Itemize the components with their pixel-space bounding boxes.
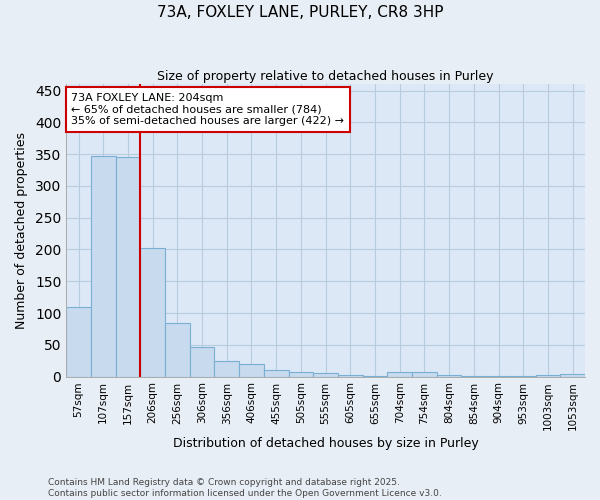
Bar xyxy=(116,156,140,376)
Bar xyxy=(165,322,190,376)
Y-axis label: Number of detached properties: Number of detached properties xyxy=(15,132,28,329)
X-axis label: Distribution of detached houses by size in Purley: Distribution of detached houses by size … xyxy=(173,437,478,450)
Text: 73A FOXLEY LANE: 204sqm
← 65% of detached houses are smaller (784)
35% of semi-d: 73A FOXLEY LANE: 204sqm ← 65% of detache… xyxy=(71,93,344,126)
Text: Contains HM Land Registry data © Crown copyright and database right 2025.
Contai: Contains HM Land Registry data © Crown c… xyxy=(48,478,442,498)
Bar xyxy=(91,156,116,376)
Bar xyxy=(313,373,338,376)
Bar xyxy=(140,248,165,376)
Bar xyxy=(190,348,214,376)
Bar xyxy=(536,374,560,376)
Bar xyxy=(289,372,313,376)
Title: Size of property relative to detached houses in Purley: Size of property relative to detached ho… xyxy=(157,70,494,83)
Bar xyxy=(412,372,437,376)
Bar xyxy=(560,374,585,376)
Bar xyxy=(214,360,239,376)
Bar xyxy=(239,364,264,376)
Bar xyxy=(66,306,91,376)
Text: 73A, FOXLEY LANE, PURLEY, CR8 3HP: 73A, FOXLEY LANE, PURLEY, CR8 3HP xyxy=(157,5,443,20)
Bar xyxy=(264,370,289,376)
Bar xyxy=(388,372,412,376)
